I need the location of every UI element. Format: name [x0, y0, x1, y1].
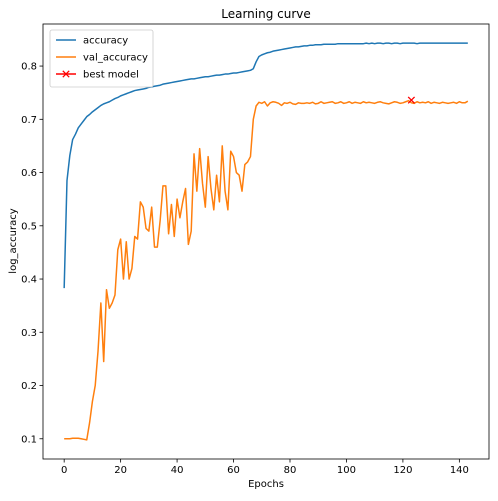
- x-tick-label: 40: [171, 465, 184, 476]
- legend-label-accuracy: accuracy: [83, 36, 128, 47]
- legend-label-val-accuracy: val_accuracy: [83, 53, 148, 64]
- y-tick-label: 0.5: [21, 221, 37, 232]
- y-tick-label: 0.6: [21, 168, 37, 179]
- y-tick-label: 0.4: [21, 275, 37, 286]
- y-axis-label: log_accuracy: [8, 208, 19, 273]
- x-tick-label: 0: [61, 465, 67, 476]
- y-tick-label: 0.7: [21, 115, 37, 126]
- y-tick-label: 0.2: [21, 381, 37, 392]
- y-tick-label: 0.3: [21, 328, 37, 339]
- x-tick-label: 60: [227, 465, 240, 476]
- legend-label-best-model: best model: [83, 70, 139, 81]
- x-tick-label: 20: [114, 465, 127, 476]
- x-tick-label: 120: [393, 465, 412, 476]
- x-axis-label: Epochs: [248, 479, 284, 490]
- x-tick-label: 100: [337, 465, 356, 476]
- chart-title: Learning curve: [221, 7, 311, 21]
- x-tick-label: 80: [284, 465, 297, 476]
- y-tick-label: 0.1: [21, 434, 37, 445]
- y-tick-label: 0.8: [21, 62, 37, 73]
- x-tick-label: 140: [450, 465, 469, 476]
